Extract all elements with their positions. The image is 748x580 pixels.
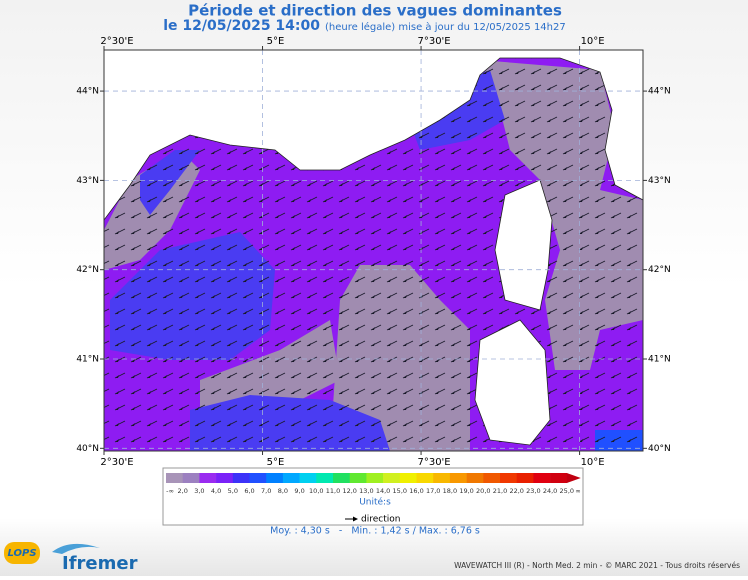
lat-label: 44°N bbox=[76, 87, 99, 97]
lat-label: 43°N bbox=[76, 176, 99, 186]
colorbar-label: 16,0 bbox=[409, 487, 423, 495]
colorbar-label: 9,0 bbox=[294, 487, 304, 495]
lat-label: 44°N bbox=[648, 87, 671, 97]
colorbar-segment bbox=[516, 473, 534, 483]
map bbox=[104, 50, 643, 451]
colorbar-label: -∞ bbox=[166, 487, 174, 495]
unit: Unité:s bbox=[359, 497, 391, 508]
colorbar-segment bbox=[550, 473, 568, 483]
lat-label: 43°N bbox=[648, 176, 671, 186]
lon-label: 5°E bbox=[267, 457, 285, 468]
colorbar-segment bbox=[399, 473, 417, 483]
land-sardinia bbox=[474, 319, 551, 446]
colorbar-label: 11,0 bbox=[326, 487, 340, 495]
colorbar-segment bbox=[199, 473, 217, 483]
colorbar-segment bbox=[299, 473, 317, 483]
colorbar-label: 18,0 bbox=[443, 487, 457, 495]
colorbar-label: 8,0 bbox=[278, 487, 288, 495]
lat-label: 42°N bbox=[76, 265, 99, 275]
colorbar-label: 14,0 bbox=[376, 487, 390, 495]
colorbar-label: 2,0 bbox=[178, 487, 188, 495]
colorbar-label: 25,0 bbox=[560, 487, 574, 495]
land-mainland bbox=[104, 50, 643, 221]
lat-label: 42°N bbox=[648, 265, 671, 275]
colorbar-label: 6,0 bbox=[244, 487, 254, 495]
colorbar-label: 22,0 bbox=[509, 487, 523, 495]
colorbar-label: 20,0 bbox=[476, 487, 490, 495]
lon-label: 10°E bbox=[581, 36, 605, 47]
colorbar-segment bbox=[249, 473, 267, 483]
logo-ifremer-wave bbox=[52, 543, 100, 554]
colorbar-label: 5,0 bbox=[228, 487, 238, 495]
colorbar-label: 12,0 bbox=[342, 487, 356, 495]
update: (heure légale) mise à jour du 12/05/2025… bbox=[325, 21, 566, 33]
colorbar-label: 15,0 bbox=[393, 487, 407, 495]
colorbar-segment bbox=[533, 473, 551, 483]
colorbar-label: 3,0 bbox=[194, 487, 204, 495]
colorbar: -∞ 2,0 3,0 4,0 5,0 6,0 7,0 8,0 9,0 10,0 11,0 12,0 13… bbox=[166, 473, 581, 495]
colorbar-label: 23,0 bbox=[526, 487, 540, 495]
colorbar-label: 17,0 bbox=[426, 487, 440, 495]
colorbar-label: 10,0 bbox=[309, 487, 323, 495]
colorbar-segment bbox=[216, 473, 234, 483]
land-corsica bbox=[494, 179, 553, 311]
direction-label: direction bbox=[361, 515, 400, 525]
footer: WAVEWATCH III (R) - North Med. 2 min - ©… bbox=[454, 561, 740, 570]
lon-label: 7°30'E bbox=[417, 36, 450, 47]
colorbar-label: 21,0 bbox=[493, 487, 507, 495]
colorbar-label: 4,0 bbox=[211, 487, 221, 495]
lat-label: 40°N bbox=[76, 444, 99, 454]
lat-label: 40°N bbox=[648, 444, 671, 454]
lon-label: 2°30'E bbox=[100, 36, 133, 47]
colorbar-segment bbox=[449, 473, 467, 483]
colorbar-end bbox=[566, 473, 581, 483]
colorbar-segment bbox=[366, 473, 384, 483]
colorbar-segment bbox=[333, 473, 350, 483]
colorbar-segment bbox=[266, 473, 284, 483]
colorbar-label: 7,0 bbox=[261, 487, 271, 495]
colorbar-segment bbox=[383, 473, 401, 483]
map-frame bbox=[103, 49, 644, 452]
colorbar-segment bbox=[466, 473, 484, 483]
colorbar-label: 13,0 bbox=[359, 487, 373, 495]
direction-arrow-head bbox=[353, 516, 358, 522]
lon-label: 7°30'E bbox=[417, 457, 450, 468]
colorbar-segment bbox=[166, 473, 183, 483]
lon-label: 10°E bbox=[581, 457, 605, 468]
colorbar-label: 19,0 bbox=[459, 487, 473, 495]
title: Période et direction des vagues dominant… bbox=[188, 2, 562, 20]
colorbar-segment bbox=[182, 473, 200, 483]
lat-label: 41°N bbox=[648, 355, 671, 365]
stats: Moy. : 4,30 s - Min. : 1,42 s / Max. : 6… bbox=[270, 526, 480, 537]
colorbar-segment bbox=[232, 473, 250, 483]
date: le 12/05/2025 14:00 bbox=[163, 18, 320, 34]
colorbar-segment bbox=[416, 473, 434, 483]
logo-ifremer: Ifremer bbox=[62, 553, 138, 574]
colorbar-label: ∞ bbox=[575, 487, 580, 495]
colorbar-segment bbox=[500, 473, 517, 483]
colorbar-segment bbox=[349, 473, 367, 483]
lon-label: 2°30'E bbox=[100, 457, 133, 468]
colorbar-segment bbox=[433, 473, 451, 483]
colorbar-segment bbox=[282, 473, 300, 483]
logo-lops: LOPS bbox=[7, 548, 36, 559]
colorbar-label: 24,0 bbox=[543, 487, 557, 495]
logo-lops-shape bbox=[4, 542, 40, 564]
lat-label: 41°N bbox=[76, 355, 99, 365]
colorbar-segment bbox=[316, 473, 334, 483]
colorbar-segment bbox=[483, 473, 501, 483]
lon-label: 5°E bbox=[267, 36, 285, 47]
